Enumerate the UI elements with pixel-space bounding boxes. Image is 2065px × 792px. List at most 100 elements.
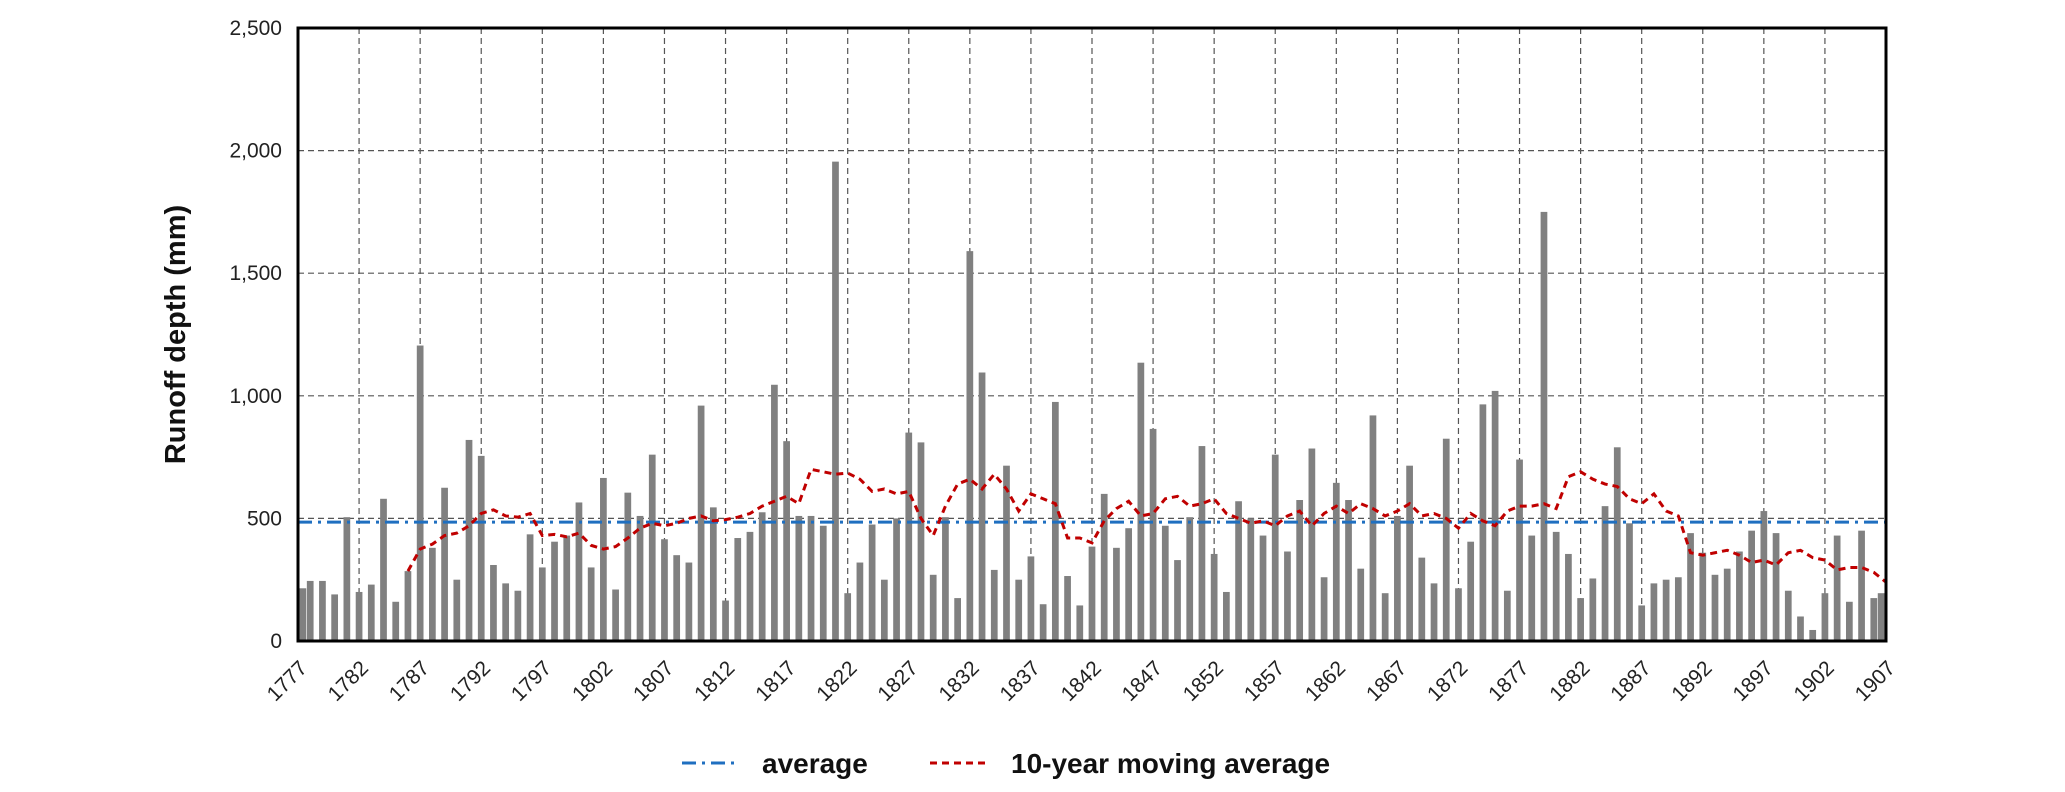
x-tick-label: 1802 xyxy=(568,657,617,706)
runoff-bar xyxy=(856,562,864,641)
runoff-bar xyxy=(1113,547,1120,641)
runoff-bars xyxy=(299,161,1885,641)
runoff-bar xyxy=(1613,447,1621,641)
x-tick-label: 1812 xyxy=(690,657,739,706)
runoff-bar xyxy=(1284,551,1291,641)
runoff-bar xyxy=(1870,598,1878,641)
runoff-bar xyxy=(942,517,949,641)
runoff-bar xyxy=(1552,531,1560,641)
runoff-bar xyxy=(1821,593,1829,641)
runoff-bar xyxy=(1772,533,1780,641)
x-tick-label: 1782 xyxy=(324,657,373,706)
runoff-bar xyxy=(1589,578,1597,641)
runoff-bar xyxy=(709,507,717,641)
runoff-bar xyxy=(1394,515,1401,641)
runoff-bar xyxy=(1748,530,1755,641)
y-tick-label: 2,000 xyxy=(229,140,282,163)
x-tick-label: 1892 xyxy=(1667,657,1716,706)
runoff-bar xyxy=(1540,211,1548,641)
x-tick-label: 1777 xyxy=(263,657,312,706)
x-tick-label: 1877 xyxy=(1484,657,1533,706)
runoff-bar xyxy=(1601,506,1609,641)
runoff-bar xyxy=(1076,605,1084,641)
runoff-bar xyxy=(929,574,937,641)
runoff-bar xyxy=(441,487,448,641)
x-tick-label: 1792 xyxy=(446,657,495,706)
x-tick-label: 1797 xyxy=(507,657,556,706)
runoff-bar xyxy=(1760,511,1768,641)
x-tick-label: 1842 xyxy=(1057,657,1106,706)
runoff-bar xyxy=(832,161,839,641)
runoff-bar xyxy=(648,454,656,641)
y-tick-label: 500 xyxy=(247,507,282,530)
runoff-bar xyxy=(685,562,693,641)
x-tick-label: 1817 xyxy=(751,657,800,706)
x-tick-label: 1907 xyxy=(1851,657,1900,706)
x-tick-label: 1852 xyxy=(1179,657,1228,706)
x-tick-label: 1787 xyxy=(385,657,434,706)
runoff-bar xyxy=(722,600,729,641)
runoff-bar xyxy=(1467,541,1475,641)
runoff-bar xyxy=(697,405,705,641)
runoff-bar xyxy=(1088,546,1096,641)
runoff-bar xyxy=(1662,579,1670,641)
runoff-bar xyxy=(1503,590,1511,641)
runoff-bar xyxy=(1723,568,1731,641)
runoff-bar xyxy=(1186,517,1194,641)
runoff-bar xyxy=(1638,605,1646,641)
x-tick-label: 1867 xyxy=(1362,657,1411,706)
runoff-bar xyxy=(490,564,497,641)
runoff-bar xyxy=(795,515,803,641)
runoff-bar xyxy=(1674,577,1682,641)
legend: average 10-year moving average xyxy=(682,748,1330,779)
runoff-bar xyxy=(1418,557,1426,641)
runoff-bar xyxy=(1369,415,1377,641)
runoff-bar xyxy=(1845,601,1853,641)
runoff-bar xyxy=(636,515,644,641)
legend-moving-average-label: 10-year moving average xyxy=(1011,748,1330,779)
runoff-bar xyxy=(380,498,387,641)
runoff-bar xyxy=(612,589,619,641)
runoff-bar xyxy=(1565,553,1572,641)
runoff-bar xyxy=(319,580,326,641)
runoff-bar xyxy=(331,594,339,641)
runoff-bar xyxy=(1320,577,1328,641)
x-tick-label: 1897 xyxy=(1728,657,1777,706)
runoff-bar xyxy=(734,538,742,641)
runoff-bar xyxy=(392,601,400,641)
runoff-bar xyxy=(514,590,522,641)
runoff-bar xyxy=(1442,438,1450,641)
runoff-bar xyxy=(624,492,632,641)
runoff-bar xyxy=(1711,574,1719,641)
runoff-bar xyxy=(978,372,986,641)
runoff-bar xyxy=(1247,518,1255,641)
x-tick-label: 1872 xyxy=(1423,657,1472,706)
x-tick-label: 1887 xyxy=(1606,657,1655,706)
runoff-bar xyxy=(1027,556,1035,641)
runoff-bar xyxy=(917,442,925,641)
runoff-bar xyxy=(1699,552,1707,641)
runoff-bar xyxy=(1015,579,1023,641)
runoff-bar xyxy=(502,583,510,641)
runoff-bar xyxy=(453,579,461,641)
runoff-bar xyxy=(1064,576,1071,641)
runoff-bar xyxy=(526,534,534,641)
runoff-bar xyxy=(905,432,913,641)
x-tick-label: 1832 xyxy=(934,657,983,706)
runoff-bar xyxy=(587,567,595,641)
runoff-bar xyxy=(1877,593,1885,641)
runoff-bar xyxy=(563,535,571,641)
runoff-bar xyxy=(538,567,546,641)
x-axis-ticks: 1777 1782 1787 1792 1797 1802 1807 1812 1817 1822… xyxy=(263,657,1900,706)
runoff-bar xyxy=(1259,535,1267,641)
runoff-bar xyxy=(1210,553,1218,641)
runoff-bar xyxy=(807,515,815,641)
x-tick-label: 1807 xyxy=(629,657,678,706)
x-tick-label: 1882 xyxy=(1545,657,1594,706)
runoff-bar xyxy=(893,518,900,641)
runoff-bar xyxy=(1149,428,1157,641)
runoff-bar xyxy=(868,524,876,641)
runoff-bar xyxy=(1797,616,1804,641)
runoff-bar xyxy=(1430,583,1438,641)
